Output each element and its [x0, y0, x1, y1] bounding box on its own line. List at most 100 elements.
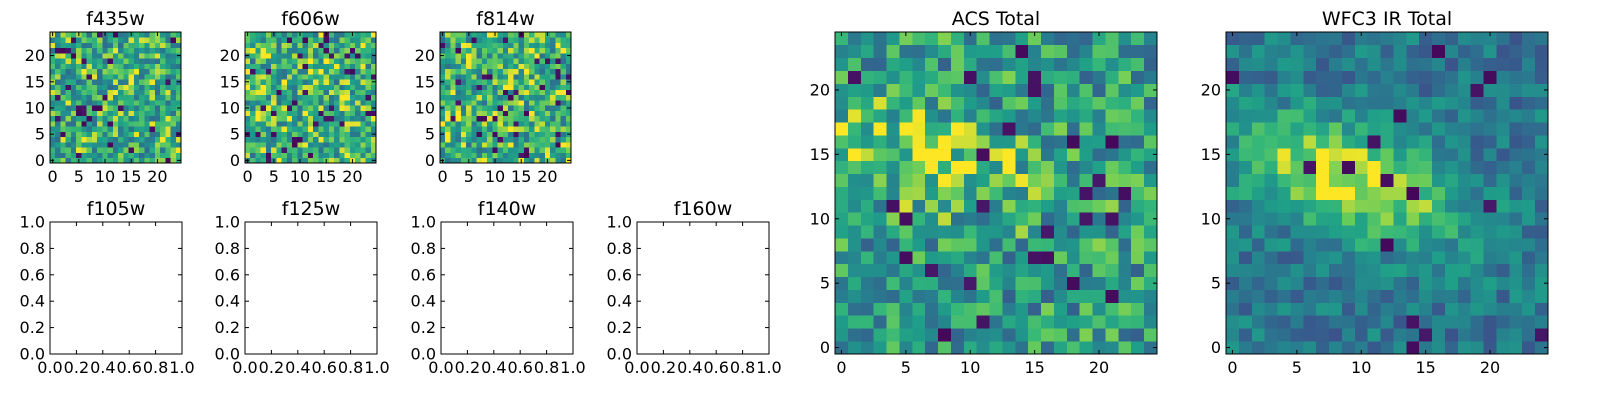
- heatmap-cell: [445, 105, 451, 111]
- heatmap-cell: [1144, 173, 1158, 187]
- heatmap-cell: [518, 121, 525, 127]
- heatmap-cell: [534, 110, 540, 117]
- heatmap-cell: [847, 212, 862, 226]
- heatmap-cell: [523, 68, 530, 75]
- heatmap-cell: [529, 63, 535, 70]
- heatmap-cell: [899, 302, 913, 316]
- heatmap-cell: [466, 131, 472, 138]
- heatmap-cell: [339, 42, 345, 49]
- heatmap-cell: [1341, 225, 1356, 239]
- heatmap-cell: [539, 131, 546, 138]
- heatmap-cell: [938, 70, 952, 84]
- heatmap-cell: [1432, 57, 1446, 71]
- heatmap-cell: [460, 142, 467, 148]
- heatmap-cell: [440, 136, 446, 143]
- heatmap-cell: [565, 84, 572, 90]
- heatmap-cell: [97, 32, 103, 38]
- heatmap-cell: [50, 58, 56, 64]
- heatmap-cell: [1015, 225, 1029, 239]
- heatmap-cell: [1226, 289, 1240, 303]
- heatmap-cell: [1419, 83, 1433, 97]
- heatmap-cell: [1238, 32, 1253, 46]
- heatmap-cell: [976, 109, 990, 123]
- heatmap-cell: [873, 83, 887, 97]
- heatmap-cell: [481, 32, 488, 38]
- y-tick-label: 0.8: [411, 239, 436, 258]
- heatmap-cell: [170, 94, 177, 101]
- heatmap-cell: [65, 94, 72, 101]
- heatmap-cell: [112, 115, 119, 122]
- heatmap-cell: [292, 131, 298, 138]
- x-tick-label: 0.4: [677, 358, 702, 377]
- heatmap-cell: [260, 110, 267, 117]
- heatmap-cell: [60, 152, 67, 159]
- heatmap-cell: [529, 105, 535, 111]
- heatmap-cell: [976, 147, 990, 162]
- y-tick-label: 5: [230, 125, 240, 144]
- heatmap-cell: [550, 42, 556, 49]
- heatmap-cell: [344, 136, 351, 143]
- heatmap-cell: [165, 126, 171, 132]
- heatmap-cell: [963, 212, 978, 226]
- heatmap-cell: [133, 94, 140, 101]
- heatmap-cell: [281, 37, 288, 43]
- heatmap-cell: [370, 47, 377, 54]
- heatmap-cell: [466, 73, 472, 80]
- heatmap-cell: [989, 70, 1003, 84]
- heatmap-cell: [523, 157, 530, 164]
- heatmap-cell: [1131, 160, 1145, 175]
- heatmap-cell: [481, 152, 488, 159]
- heatmap-cell: [1131, 199, 1145, 213]
- heatmap-cell: [1393, 263, 1407, 278]
- heatmap-cell: [471, 131, 478, 138]
- heatmap-cell: [1015, 341, 1029, 355]
- heatmap-cell: [271, 63, 277, 70]
- heatmap-cell: [860, 263, 874, 278]
- heatmap-cell: [1226, 32, 1240, 46]
- heatmap-cell: [139, 105, 145, 111]
- heatmap-cell: [165, 63, 171, 70]
- heatmap-cell: [133, 37, 140, 43]
- heatmap-cell: [276, 115, 283, 122]
- heatmap-cell: [339, 79, 345, 85]
- heatmap-cell: [460, 84, 467, 90]
- heatmap-cell: [539, 84, 546, 90]
- heatmap-cell: [1470, 276, 1484, 290]
- heatmap-cell: [976, 135, 990, 149]
- heatmap-cell: [466, 37, 472, 43]
- heatmap-cell: [1444, 199, 1459, 213]
- heatmap-cell: [560, 115, 567, 122]
- heatmap-cell: [1041, 328, 1055, 342]
- heatmap-cell: [139, 68, 145, 75]
- heatmap-cell: [513, 73, 519, 80]
- heatmap-cell: [370, 42, 377, 49]
- heatmap-cell: [476, 121, 483, 127]
- heatmap-cell: [1522, 147, 1536, 162]
- heatmap-cell: [128, 84, 135, 90]
- heatmap-cell: [534, 126, 540, 132]
- heatmap-cell: [1393, 289, 1407, 303]
- heatmap-cell: [1535, 32, 1549, 46]
- heatmap-cell: [440, 37, 446, 43]
- heatmap-cell: [175, 47, 182, 54]
- heatmap-cell: [534, 157, 540, 164]
- heatmap-cell: [1238, 83, 1253, 97]
- heatmap-cell: [847, 44, 862, 59]
- heatmap-cell: [873, 263, 887, 278]
- heatmap-cell: [328, 84, 335, 90]
- heatmap-cell: [276, 157, 283, 164]
- heatmap-cell: [455, 136, 462, 143]
- heatmap-cell: [65, 152, 72, 159]
- heatmap-cell: [1290, 57, 1304, 71]
- heatmap-cell: [860, 225, 874, 239]
- heatmap-cell: [938, 135, 952, 149]
- heatmap-cell: [165, 115, 171, 122]
- heatmap-cell: [1015, 57, 1029, 71]
- heatmap-cell: [154, 142, 161, 148]
- heatmap-cell: [1406, 199, 1420, 213]
- heatmap-cell: [81, 37, 88, 43]
- heatmap-cell: [339, 105, 345, 111]
- heatmap-cell: [1226, 250, 1240, 265]
- x-tick-label: 1.0: [560, 358, 585, 377]
- heatmap-cell: [1470, 160, 1484, 175]
